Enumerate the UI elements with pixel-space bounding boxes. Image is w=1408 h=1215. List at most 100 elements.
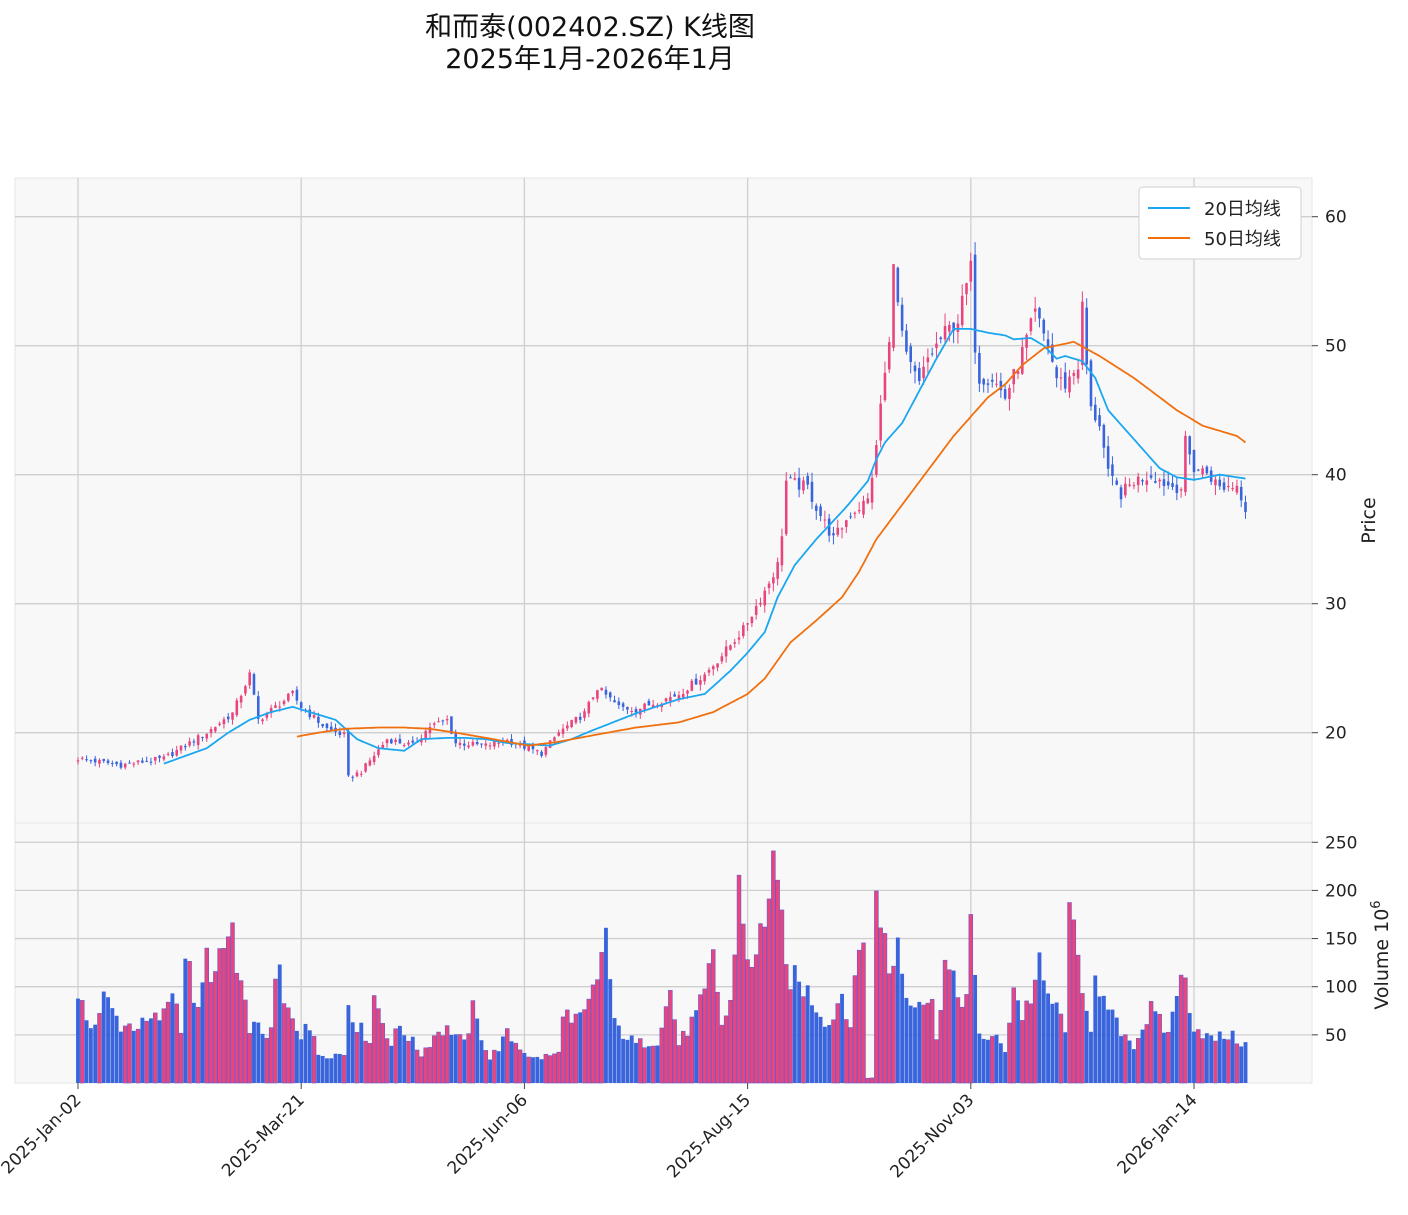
volume-bar: [76, 998, 80, 1083]
candle-body: [123, 763, 127, 768]
volume-bar: [213, 971, 218, 1084]
candle: [1093, 396, 1097, 423]
candle-body: [1076, 369, 1080, 379]
candle: [214, 726, 217, 734]
candle-body: [1085, 307, 1088, 365]
candle: [1102, 423, 1106, 459]
volume-bar: [599, 952, 604, 1084]
candle: [1227, 476, 1230, 492]
volume-bar: [1058, 1013, 1064, 1084]
volume-tick-label: 50: [1325, 1026, 1347, 1046]
volume-bars: [76, 850, 1248, 1084]
candle-body: [909, 346, 912, 362]
candle: [952, 322, 955, 344]
candle-body: [905, 330, 908, 352]
volume-bar: [655, 1045, 660, 1083]
volume-bar: [990, 1036, 995, 1084]
candle: [892, 264, 895, 352]
volume-bar: [204, 947, 210, 1084]
candles: [76, 242, 1247, 782]
candle: [398, 734, 402, 744]
candle: [857, 502, 861, 514]
volume-bar: [367, 1043, 373, 1084]
candle-body: [102, 758, 106, 761]
candle-body: [729, 645, 732, 650]
candle: [943, 313, 947, 344]
candle: [557, 729, 561, 737]
candle: [1038, 306, 1041, 328]
candle-body: [265, 713, 269, 718]
volume-bar: [874, 890, 879, 1084]
candle: [793, 472, 797, 481]
candle-body: [136, 760, 140, 763]
candle-body: [432, 723, 436, 725]
candle: [1042, 318, 1046, 342]
candle-body: [411, 740, 415, 743]
candle-body: [171, 752, 174, 757]
candle-body: [600, 687, 603, 691]
volume-bar: [97, 1013, 102, 1084]
candle: [913, 361, 917, 384]
volume-bar: [1119, 1036, 1123, 1083]
candle-body: [364, 763, 367, 772]
volume-bar: [1084, 1010, 1089, 1083]
candle-body: [205, 733, 209, 739]
candle: [535, 749, 539, 756]
volume-bar: [1075, 954, 1081, 1084]
volume-tick-label: 250: [1325, 833, 1357, 853]
volume-bar: [634, 1042, 638, 1083]
volume-bar: [835, 1003, 840, 1084]
volume-bar: [153, 1012, 158, 1084]
volume-bar: [157, 1020, 162, 1083]
candle-body: [226, 716, 230, 720]
candle: [390, 738, 393, 744]
volume-bar: [449, 1034, 454, 1083]
volume-bar: [333, 1053, 338, 1083]
volume-bar: [1213, 1040, 1218, 1084]
volume-bar: [947, 969, 952, 1084]
candle-body: [1205, 466, 1209, 474]
candle: [604, 686, 608, 699]
candle-body: [879, 403, 882, 441]
candle-body: [540, 751, 543, 756]
candle-body: [248, 672, 251, 686]
candle-body: [862, 500, 865, 515]
volume-bar: [1187, 1013, 1192, 1083]
candle: [900, 297, 904, 337]
candle-body: [1145, 480, 1149, 485]
candle-body: [287, 693, 290, 701]
candle: [222, 716, 226, 729]
candle-body: [467, 745, 470, 748]
candle: [694, 673, 698, 686]
candle-body: [969, 260, 973, 282]
volume-bar: [959, 1006, 965, 1084]
candle: [1218, 473, 1222, 490]
volume-bar: [337, 1053, 342, 1083]
candle-body: [634, 709, 638, 713]
candle-body: [390, 739, 393, 744]
volume-bar: [423, 1047, 428, 1084]
volume-bar: [1230, 1030, 1235, 1083]
volume-bar: [501, 1036, 505, 1083]
volume-bar: [1024, 1000, 1029, 1084]
volume-bar: [723, 1015, 729, 1084]
volume-bar: [844, 1019, 849, 1084]
candle-body: [973, 254, 977, 353]
candle-body: [583, 711, 586, 718]
candle-body: [1132, 485, 1136, 487]
volume-bar: [432, 1035, 437, 1084]
volume-bar: [887, 973, 892, 1084]
candle: [973, 242, 977, 365]
candle-body: [960, 295, 964, 326]
candle: [896, 266, 900, 307]
candle: [321, 723, 324, 729]
candle-body: [269, 707, 273, 714]
volume-bar: [810, 1005, 814, 1083]
candle: [583, 708, 586, 722]
volume-bar: [638, 1038, 643, 1084]
candle: [102, 758, 106, 764]
volume-bar: [427, 1047, 433, 1084]
candle: [1184, 430, 1187, 496]
volume-bar: [1050, 1003, 1055, 1083]
candle-body: [282, 700, 286, 705]
